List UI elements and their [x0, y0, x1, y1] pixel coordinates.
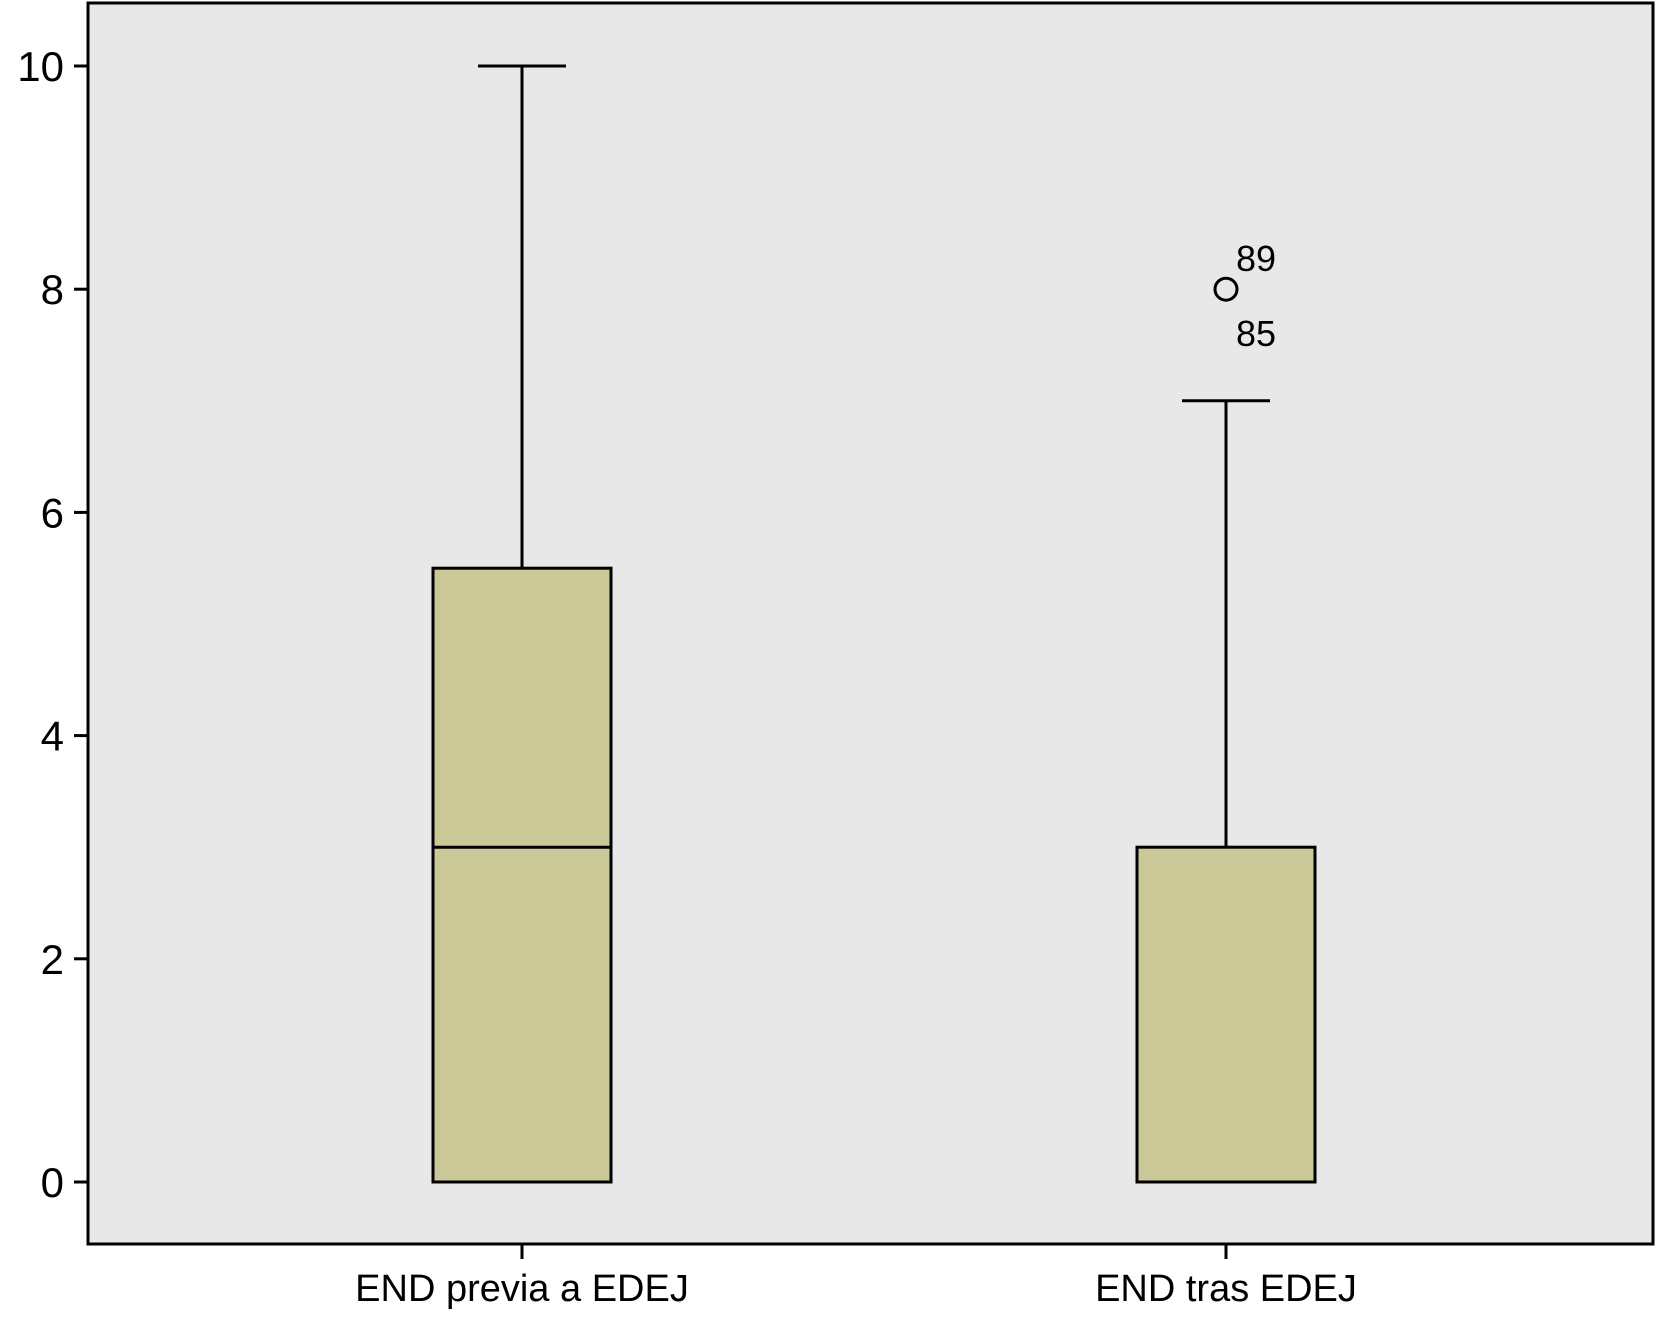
y-tick-label: 2 [41, 936, 64, 983]
outlier-point [1213, 276, 1239, 302]
box-group [431, 64, 613, 1184]
y-tick-label: 6 [41, 489, 64, 536]
box-group: 89 85 [1135, 238, 1317, 1184]
y-tick-label: 8 [41, 266, 64, 313]
box [431, 566, 613, 1184]
x-tick-label: END tras EDEJ [1095, 1268, 1357, 1310]
y-tick-label: 4 [41, 713, 64, 760]
outlier-label: 85 [1236, 313, 1276, 354]
y-tick-label: 10 [17, 43, 64, 90]
box [1135, 845, 1317, 1184]
x-axis: END previa a EDEJ END tras EDEJ [355, 1244, 1357, 1310]
y-tick-label: 0 [41, 1159, 64, 1206]
x-tick-label: END previa a EDEJ [355, 1268, 689, 1310]
outlier-label: 89 [1236, 238, 1276, 279]
y-axis: 0 2 4 6 8 10 [17, 43, 88, 1206]
box-series: 89 85 [431, 64, 1317, 1184]
plot-area [86, 1, 1655, 1246]
